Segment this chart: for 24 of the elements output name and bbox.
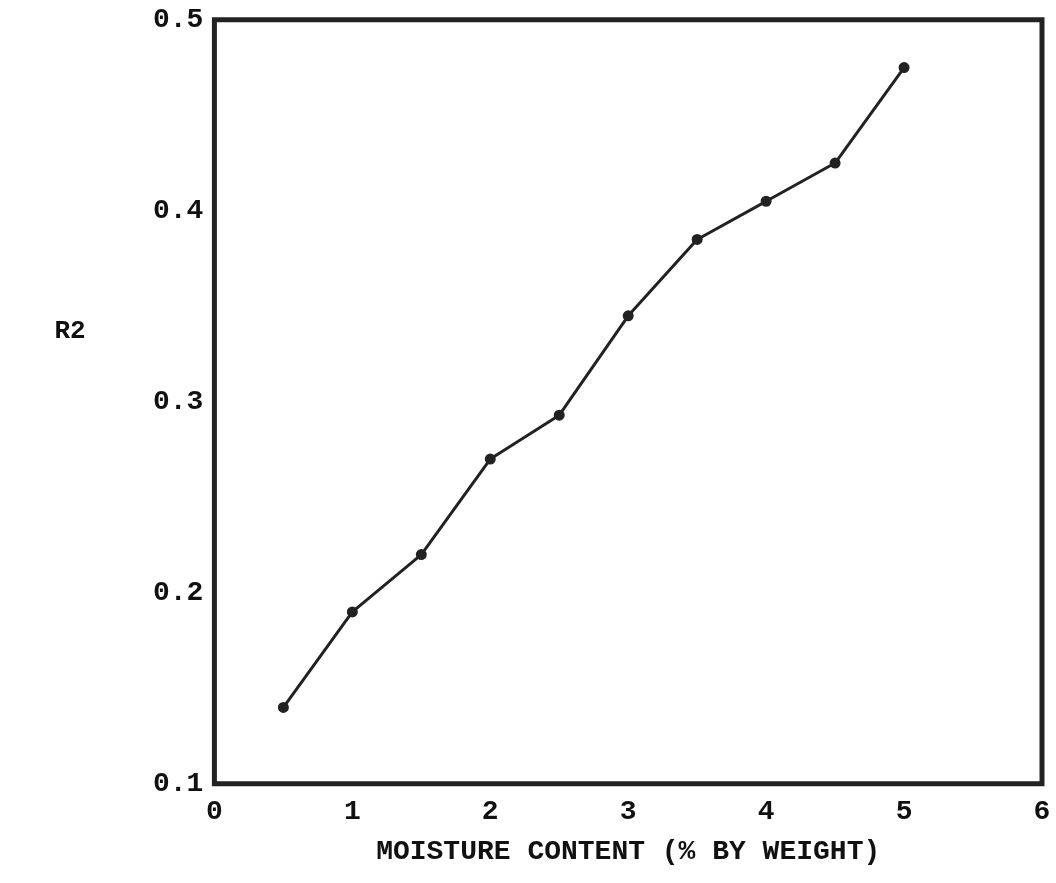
point [553, 409, 565, 421]
point [898, 62, 910, 74]
point [691, 233, 703, 245]
x-tick-label: 3 [619, 795, 637, 827]
y-tick-label: 0.2 [152, 576, 204, 608]
y-axis-title: R2 [54, 316, 86, 347]
x-tick-label: 6 [1033, 795, 1051, 827]
x-tick-label: 1 [343, 795, 361, 827]
point [415, 549, 427, 561]
point [277, 701, 289, 713]
point [346, 606, 358, 618]
point [622, 310, 634, 322]
y-tick-label: 0.4 [152, 194, 204, 226]
x-tick-label: 2 [481, 795, 499, 827]
x-tick-label: 5 [895, 795, 913, 827]
x-tick-label: 0 [206, 795, 223, 827]
point [484, 453, 496, 465]
point [829, 157, 841, 169]
x-axis-title: MOISTURE CONTENT (% BY WEIGHT) [376, 836, 881, 868]
y-tick-label: 0.1 [152, 767, 204, 799]
y-tick-label: 0.5 [152, 3, 204, 35]
x-tick-label: 4 [757, 795, 775, 827]
y-tick-label: 0.3 [152, 385, 204, 417]
point [760, 195, 772, 207]
